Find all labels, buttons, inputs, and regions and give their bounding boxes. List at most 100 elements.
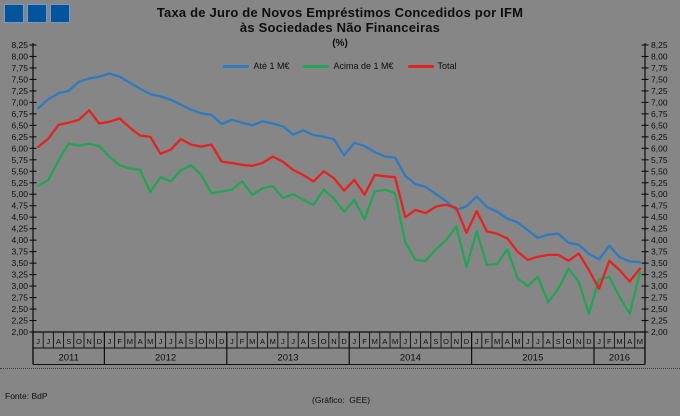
svg-text:2,00: 2,00 <box>11 327 28 337</box>
svg-text:2012: 2012 <box>155 353 176 364</box>
logo <box>4 4 70 23</box>
svg-text:M: M <box>494 337 500 346</box>
svg-text:J: J <box>597 337 601 346</box>
series-line <box>36 142 642 315</box>
svg-text:J: J <box>414 337 418 346</box>
svg-text:5,75: 5,75 <box>11 155 28 165</box>
svg-text:7,25: 7,25 <box>11 86 28 96</box>
svg-text:D: D <box>586 337 592 346</box>
svg-text:5,75: 5,75 <box>651 155 668 165</box>
svg-text:M: M <box>372 337 378 346</box>
unit-label: (%) <box>332 38 348 49</box>
svg-text:2,00: 2,00 <box>651 327 668 337</box>
svg-text:5,25: 5,25 <box>651 178 668 188</box>
svg-text:A: A <box>423 337 428 346</box>
svg-text:6,00: 6,00 <box>651 143 668 153</box>
svg-text:4,25: 4,25 <box>11 224 28 234</box>
svg-text:5,50: 5,50 <box>11 166 28 176</box>
svg-text:2,75: 2,75 <box>11 293 28 303</box>
svg-text:J: J <box>291 337 295 346</box>
svg-text:M: M <box>637 337 643 346</box>
svg-text:M: M <box>249 337 255 346</box>
svg-text:J: J <box>403 337 407 346</box>
legend-label: Acima de 1 M€ <box>333 61 394 71</box>
svg-text:6,75: 6,75 <box>11 109 28 119</box>
svg-text:J: J <box>108 337 112 346</box>
svg-text:A: A <box>178 337 183 346</box>
svg-text:8,25: 8,25 <box>11 40 28 50</box>
svg-text:N: N <box>454 337 459 346</box>
legend-label: Até 1 M€ <box>253 61 290 71</box>
series-line <box>36 109 642 290</box>
svg-text:2013: 2013 <box>277 353 298 364</box>
svg-text:3,75: 3,75 <box>11 247 28 257</box>
svg-text:5,25: 5,25 <box>11 178 28 188</box>
svg-text:A: A <box>546 337 551 346</box>
svg-text:S: S <box>189 337 194 346</box>
svg-text:A: A <box>260 337 265 346</box>
legend-swatch-blue <box>223 64 250 68</box>
svg-text:4,25: 4,25 <box>651 224 668 234</box>
svg-text:6,00: 6,00 <box>11 143 28 153</box>
legend-item-acima-1m: Acima de 1 M€ <box>303 61 394 71</box>
svg-text:J: J <box>36 337 40 346</box>
chart-title: Taxa de Juro de Novos Empréstimos Conced… <box>0 5 680 35</box>
svg-text:7,75: 7,75 <box>651 63 668 73</box>
svg-text:6,25: 6,25 <box>11 132 28 142</box>
svg-text:8,00: 8,00 <box>651 51 668 61</box>
svg-text:2014: 2014 <box>400 353 421 364</box>
svg-text:3,50: 3,50 <box>11 258 28 268</box>
footer-separator <box>0 368 680 369</box>
svg-text:A: A <box>138 337 143 346</box>
svg-text:6,50: 6,50 <box>651 120 668 130</box>
svg-text:J: J <box>526 337 530 346</box>
svg-text:8,00: 8,00 <box>11 51 28 61</box>
svg-text:J: J <box>352 337 356 346</box>
svg-text:2,25: 2,25 <box>651 316 668 326</box>
svg-text:J: J <box>46 337 50 346</box>
legend-label: Total <box>437 61 457 71</box>
svg-text:M: M <box>392 337 398 346</box>
svg-text:7,00: 7,00 <box>651 97 668 107</box>
svg-text:5,50: 5,50 <box>651 166 668 176</box>
svg-text:O: O <box>321 337 327 346</box>
svg-text:D: D <box>341 337 347 346</box>
svg-text:M: M <box>127 337 133 346</box>
svg-text:M: M <box>270 337 276 346</box>
svg-text:3,00: 3,00 <box>651 281 668 291</box>
svg-text:4,50: 4,50 <box>11 212 28 222</box>
svg-text:M: M <box>616 337 622 346</box>
svg-text:A: A <box>505 337 510 346</box>
svg-text:2,50: 2,50 <box>651 304 668 314</box>
svg-text:6,25: 6,25 <box>651 132 668 142</box>
logo-square <box>27 4 47 23</box>
legend-swatch-green <box>303 64 330 68</box>
logo-square <box>50 4 70 23</box>
svg-text:J: J <box>159 337 163 346</box>
svg-text:J: J <box>475 337 479 346</box>
svg-text:7,75: 7,75 <box>11 63 28 73</box>
svg-text:J: J <box>536 337 540 346</box>
svg-text:S: S <box>311 337 316 346</box>
chart-title-line1: Taxa de Juro de Novos Empréstimos Conced… <box>156 5 524 20</box>
source-note: Fonte: BdP <box>5 391 48 401</box>
svg-text:3,00: 3,00 <box>11 281 28 291</box>
svg-text:3,50: 3,50 <box>651 258 668 268</box>
svg-text:J: J <box>169 337 173 346</box>
credit-note: (Gráfico: GEE) <box>312 395 371 405</box>
svg-text:3,25: 3,25 <box>651 270 668 280</box>
svg-text:D: D <box>219 337 225 346</box>
svg-text:2,25: 2,25 <box>11 316 28 326</box>
svg-text:4,00: 4,00 <box>11 235 28 245</box>
svg-text:5,00: 5,00 <box>651 189 668 199</box>
svg-text:O: O <box>566 337 572 346</box>
svg-text:4,00: 4,00 <box>651 235 668 245</box>
svg-text:F: F <box>485 337 490 346</box>
svg-text:A: A <box>301 337 306 346</box>
svg-text:N: N <box>576 337 581 346</box>
svg-text:F: F <box>607 337 612 346</box>
svg-text:4,75: 4,75 <box>651 201 668 211</box>
svg-text:6,75: 6,75 <box>651 109 668 119</box>
